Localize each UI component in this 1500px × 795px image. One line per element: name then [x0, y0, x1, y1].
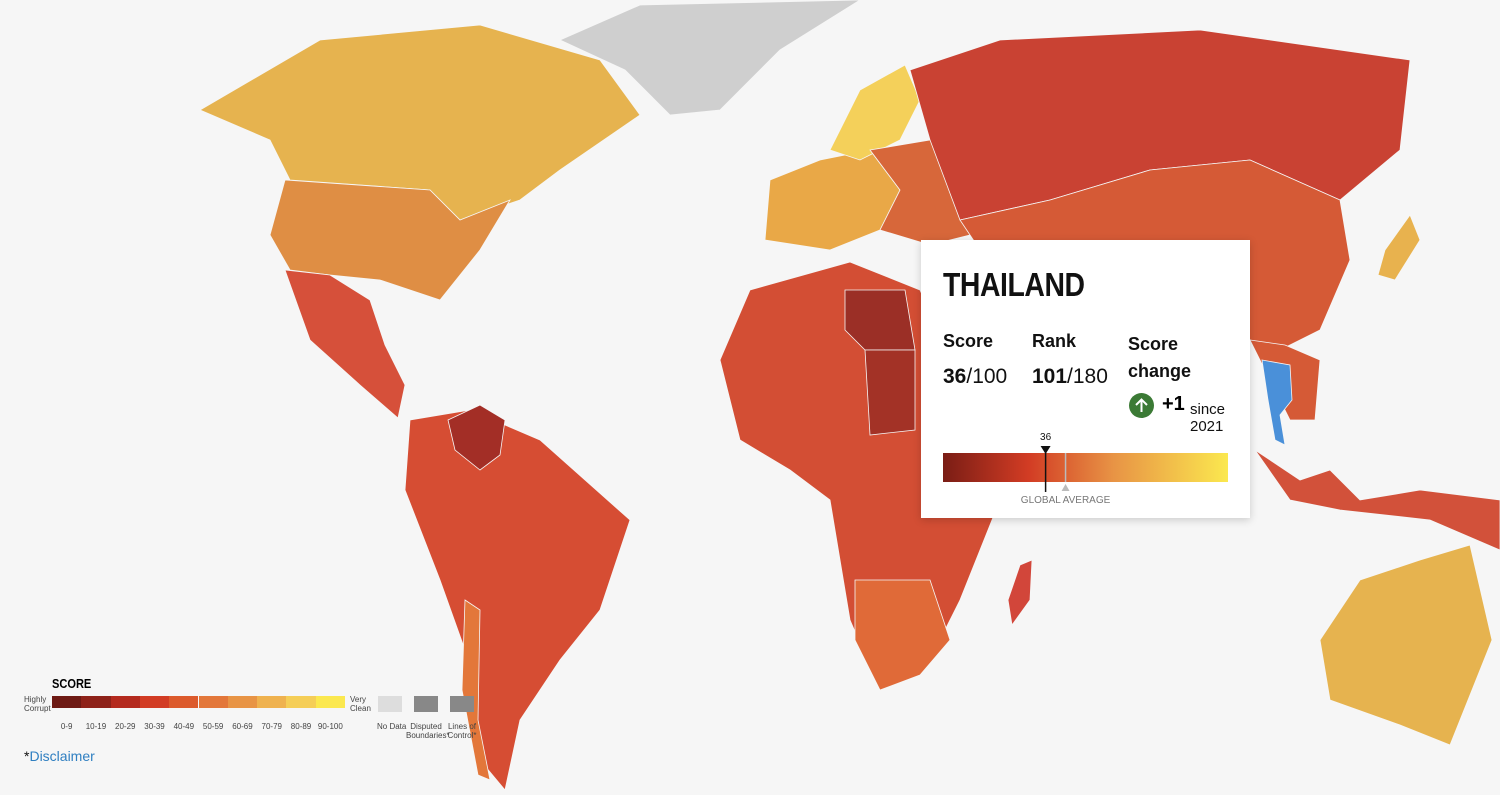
- disputed-swatch: [414, 696, 438, 712]
- legend: SCORE Highly Corrupt Very Clean 0-9 10-19…: [0, 672, 480, 752]
- usa: [269, 179, 511, 301]
- loc-label: Lines of Control*: [447, 722, 477, 740]
- disclaimer-link[interactable]: Disclaimer: [29, 748, 95, 764]
- central-america: [284, 269, 406, 419]
- australia: [1319, 544, 1493, 746]
- no-data-label: No Data: [377, 722, 407, 731]
- legend-bin-label: 80-89: [290, 722, 312, 731]
- legend-bin-label: 50-59: [202, 722, 224, 731]
- average-marker: [1061, 484, 1070, 491]
- madagascar: [1007, 559, 1033, 627]
- score-change: +1: [1162, 393, 1185, 415]
- gradient-bar: [943, 453, 1228, 482]
- legend-swatch: [198, 696, 228, 708]
- legend-title: SCORE: [52, 676, 92, 691]
- score-scale: 36 GLOBAL AVERAGE: [943, 432, 1228, 506]
- asterisk: *: [24, 748, 30, 764]
- rank: 101: [1032, 365, 1068, 388]
- legend-swatch: [286, 696, 316, 708]
- arrow: [1135, 398, 1148, 412]
- loc-swatch: [450, 696, 474, 712]
- chad: [864, 349, 916, 436]
- legend-bin-label: 20-29: [115, 722, 136, 731]
- high-label: Very Clean: [350, 695, 371, 713]
- rank-total: /180: [1067, 365, 1108, 388]
- canada: [199, 24, 641, 221]
- south-america: [404, 409, 631, 791]
- legend-bin-label: 0-9: [60, 722, 73, 731]
- score-marker-label: 36: [1040, 432, 1052, 443]
- legend-swatch: [315, 696, 345, 708]
- disclaimer: *Disclaimer: [24, 748, 95, 764]
- japan: [1377, 214, 1421, 281]
- score-value: 36/100: [943, 365, 1007, 389]
- legend-swatch: [139, 696, 170, 708]
- no-data-swatch: [378, 696, 402, 712]
- up-arrow-icon: [1129, 393, 1154, 418]
- legend-bin-label: 30-39: [144, 722, 165, 731]
- chile: [461, 599, 491, 781]
- libya: [844, 289, 916, 351]
- legend-swatch: [110, 696, 140, 708]
- country-name: THAILAND: [943, 266, 1085, 303]
- legend-bin-label: 40-49: [173, 722, 195, 731]
- legend-swatch: [169, 696, 199, 708]
- legend-bin-label: 70-79: [261, 722, 282, 731]
- legend-swatch: [227, 696, 258, 708]
- venezuela: [447, 404, 506, 471]
- low-label: Highly Corrupt: [24, 695, 51, 713]
- southern-africa: [854, 579, 951, 691]
- legend-bin-label: 10-19: [85, 722, 107, 731]
- score-label: Score: [943, 331, 994, 351]
- tooltip-card: THAILAND Score 36/100 Rank 101/180 Score…: [921, 240, 1250, 518]
- legend-swatch: [52, 696, 82, 708]
- score: 36: [943, 365, 967, 388]
- legend-bin-label: 90-100: [317, 722, 343, 731]
- legend-swatch: [257, 696, 287, 708]
- europe-west: [764, 149, 901, 251]
- rank-value: 101/180: [1032, 365, 1108, 389]
- disputed-label: Disputed Boundaries*: [406, 722, 450, 740]
- greenland: [559, 0, 861, 116]
- legend-bin-label: 60-69: [232, 722, 253, 731]
- rank-label: Rank: [1032, 331, 1077, 351]
- legend-swatch: [81, 696, 111, 708]
- since-year: since 2021: [1190, 401, 1226, 435]
- average-label: GLOBAL AVERAGE: [1021, 495, 1111, 506]
- indonesia: [1254, 449, 1500, 551]
- thailand: [1261, 359, 1293, 446]
- score-total: /100: [966, 365, 1008, 388]
- change-label: Score change: [1128, 334, 1192, 381]
